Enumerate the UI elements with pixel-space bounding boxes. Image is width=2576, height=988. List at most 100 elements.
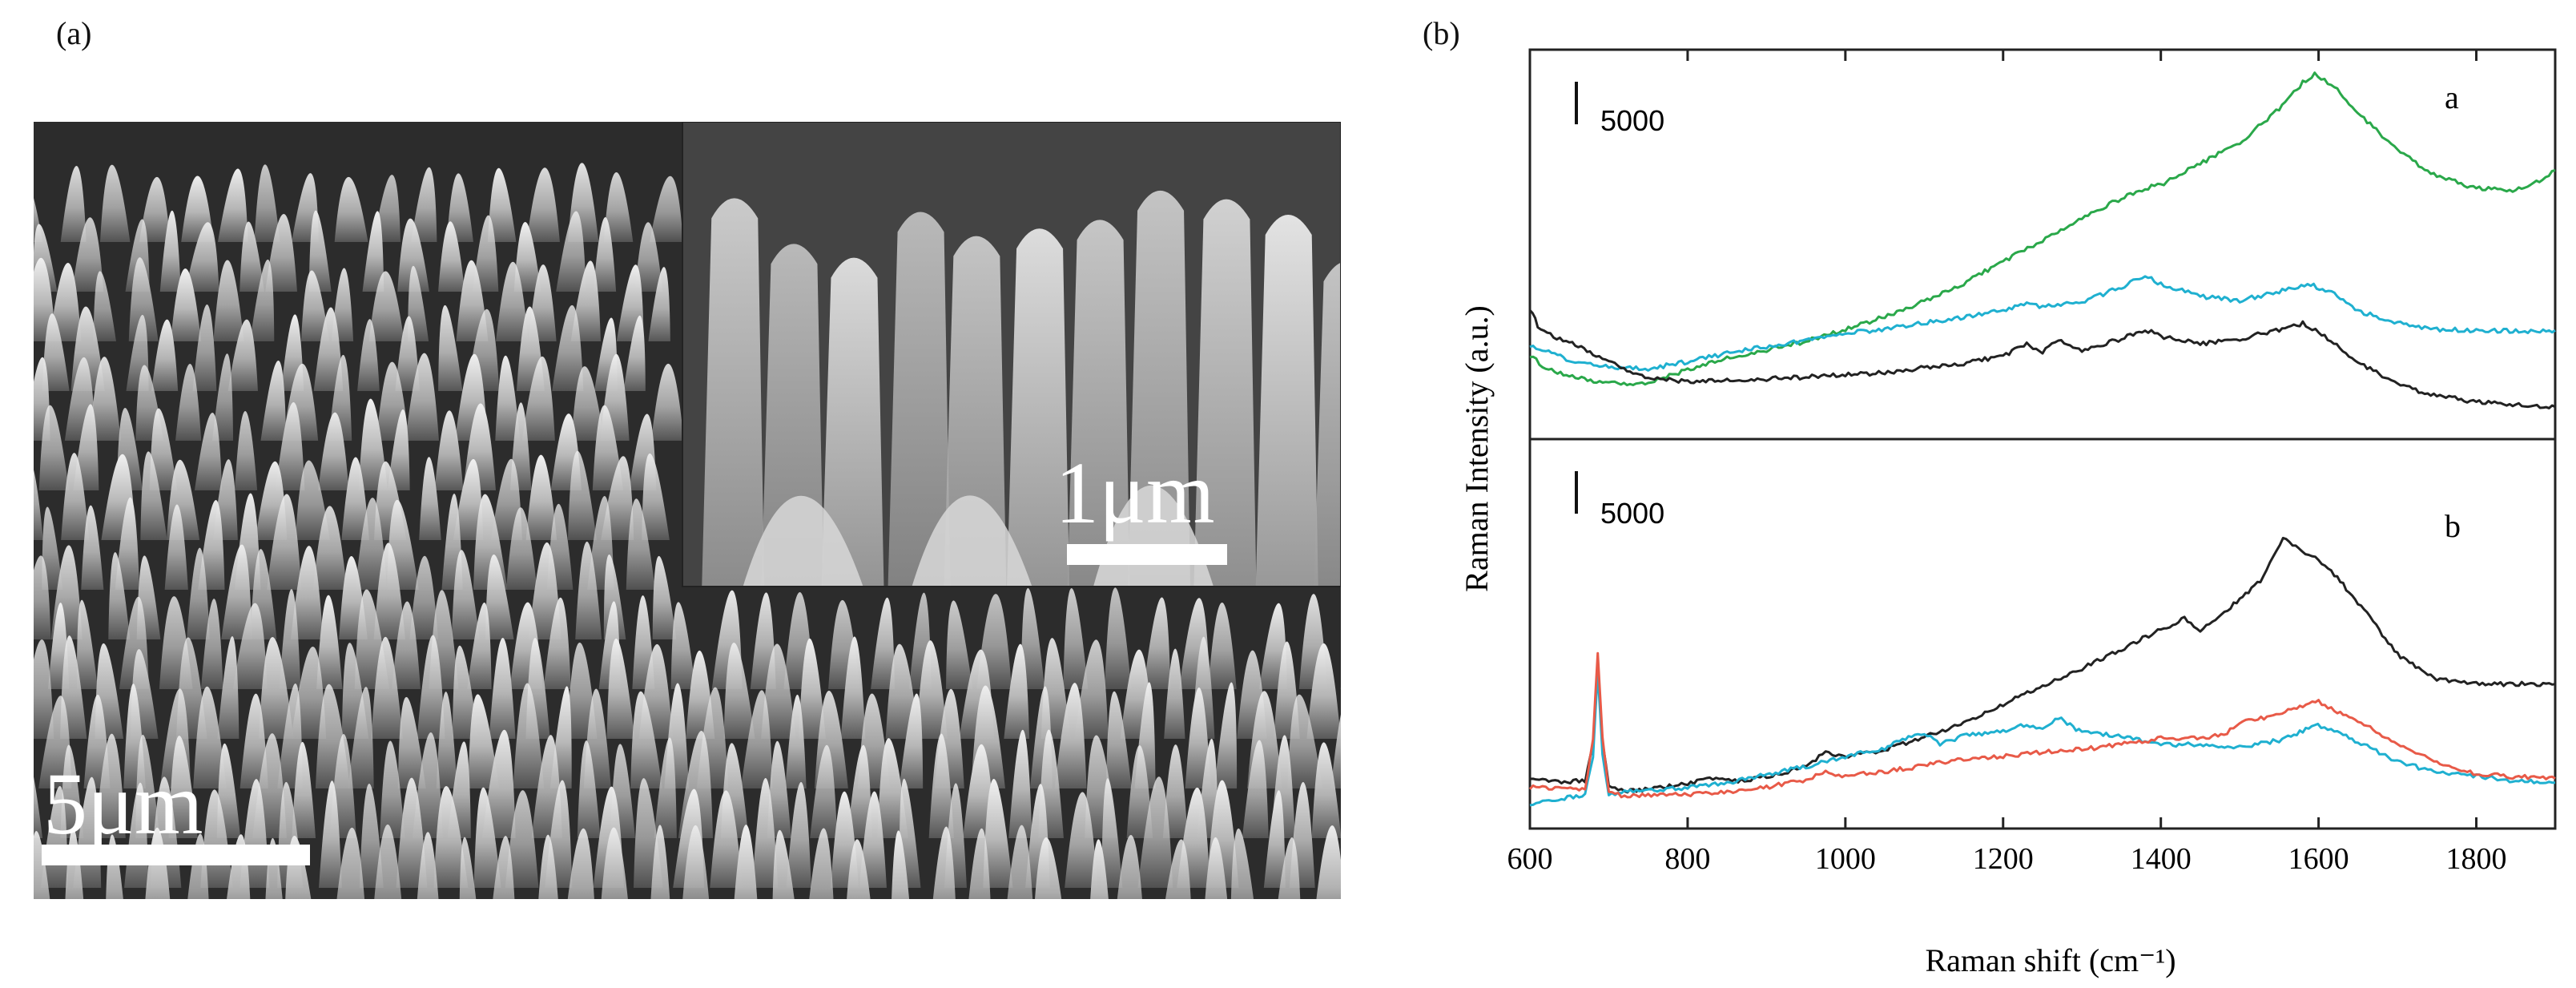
nanowire-spike xyxy=(279,589,301,689)
nanowire-spike xyxy=(648,267,670,341)
nanowire-spike xyxy=(928,733,954,838)
nanowire-spike xyxy=(1143,597,1171,689)
nanowire-spike xyxy=(34,470,43,540)
nanowire-spike xyxy=(254,164,280,242)
nanowire-spike xyxy=(1105,691,1132,788)
nanowire-spike xyxy=(752,777,779,888)
nanowire-spike xyxy=(221,544,252,639)
nanowire-spike xyxy=(436,692,457,788)
nanowire-spike xyxy=(847,744,872,838)
nanowire-spike xyxy=(93,271,116,341)
nanowire-spike xyxy=(89,357,121,441)
nanowire-spike xyxy=(723,643,755,739)
nanowire-spike xyxy=(453,458,484,540)
nanowire-spike xyxy=(164,504,188,590)
nanowire-spike xyxy=(194,413,223,490)
nanowire-spike xyxy=(650,363,684,441)
nanowire-spike xyxy=(357,319,380,391)
nanowire-spike xyxy=(434,410,464,490)
x-tick-label: 1200 xyxy=(1973,842,2034,876)
nanowire-spike xyxy=(1090,839,1109,899)
inset-pillar xyxy=(1193,199,1257,587)
nanowire-spike xyxy=(493,836,515,899)
nanowire-spike xyxy=(799,638,826,739)
nanowire-spike xyxy=(473,787,501,888)
nanowire-spike xyxy=(392,601,421,689)
nanowire-spike xyxy=(38,696,72,788)
nanowire-spike xyxy=(1287,694,1323,788)
nanowire-spike xyxy=(275,401,305,490)
inset-pillar xyxy=(888,212,951,587)
inset-pillar xyxy=(1314,262,1341,587)
nanowire-spike xyxy=(419,457,441,540)
x-axis-ticks: 600 800 1000 1200 1400 1600 1800 xyxy=(1507,50,2507,876)
x-tick-label: 1000 xyxy=(1815,842,1876,876)
subplot-a-scale-label: 5000 xyxy=(1600,104,1664,137)
nanowire-spike xyxy=(34,555,51,639)
nanowire-spike xyxy=(1164,648,1185,739)
nanowire-spike xyxy=(446,173,473,242)
nanowire-spike xyxy=(417,635,445,739)
nanowire-spike xyxy=(409,555,439,639)
nanowire-spike xyxy=(217,636,239,739)
panel-b-label: (b) xyxy=(1423,15,1460,51)
nanowire-spike xyxy=(259,636,294,739)
nanowire-spike xyxy=(373,542,405,639)
nanowire-spike xyxy=(649,175,683,242)
nanowire-spike xyxy=(1330,714,1341,788)
x-tick-label: 600 xyxy=(1507,842,1553,876)
nanowire-spike xyxy=(234,410,258,490)
nanowire-spike xyxy=(840,636,866,739)
nanowire-spike xyxy=(670,602,696,689)
nanowire-spike xyxy=(567,828,594,899)
chart-frame xyxy=(1528,48,2557,830)
nanowire-spike xyxy=(128,257,159,341)
nanowire-spike xyxy=(380,740,405,838)
x-tick-label: 1600 xyxy=(2288,842,2349,876)
nanowire-spike xyxy=(1242,740,1269,838)
nanowire-spike xyxy=(1054,683,1087,788)
series-line-a-black xyxy=(1528,309,2556,409)
nanowire-spike xyxy=(60,744,84,838)
nanowire-spike xyxy=(187,547,210,639)
nanowire-spike xyxy=(405,353,439,441)
nanowire-spike xyxy=(300,270,330,341)
inset-pillar xyxy=(702,198,765,587)
nanowire-spike xyxy=(95,733,126,838)
nanowire-spike xyxy=(1101,778,1123,888)
nanowire-spike xyxy=(1162,744,1188,838)
nanowire-spike xyxy=(473,215,499,292)
nanowire-spike xyxy=(571,366,605,441)
nanowire-spike xyxy=(319,780,342,888)
nanowire-spike xyxy=(61,453,90,540)
nanowire-spike xyxy=(505,790,539,888)
nanowire-spike xyxy=(1117,835,1142,899)
nanowire-spike xyxy=(1278,837,1301,899)
nanowire-spike xyxy=(193,686,227,788)
nanowire-spike xyxy=(1008,729,1032,838)
nanowire-spike xyxy=(899,693,924,788)
nanowire-field xyxy=(34,163,1341,899)
nanowire-spike xyxy=(496,261,529,341)
nanowire-spike xyxy=(140,451,167,540)
series-line-a-green xyxy=(1529,71,2556,387)
nanowire-spike xyxy=(1185,687,1211,788)
nanowire-spike xyxy=(313,307,344,391)
nanowire-spike xyxy=(859,791,887,888)
nanowire-spike xyxy=(277,683,303,788)
nanowire-spike xyxy=(1230,828,1254,899)
nanowire-spike xyxy=(761,643,796,739)
nanowire-spike xyxy=(42,506,63,590)
nanowire-spike xyxy=(543,597,571,689)
nanowire-spike xyxy=(417,832,439,899)
series-line-b-black xyxy=(1529,536,2556,794)
nanowire-spike xyxy=(1316,825,1341,899)
nanowire-spike xyxy=(170,268,202,341)
nanowire-spike xyxy=(577,740,601,838)
nanowire-spike xyxy=(495,355,521,441)
nanowire-spike xyxy=(168,736,198,838)
nanowire-spike xyxy=(212,353,234,441)
nanowire-spike xyxy=(1126,744,1153,838)
nanowire-spike xyxy=(159,210,181,292)
nanowire-spike xyxy=(570,260,601,341)
